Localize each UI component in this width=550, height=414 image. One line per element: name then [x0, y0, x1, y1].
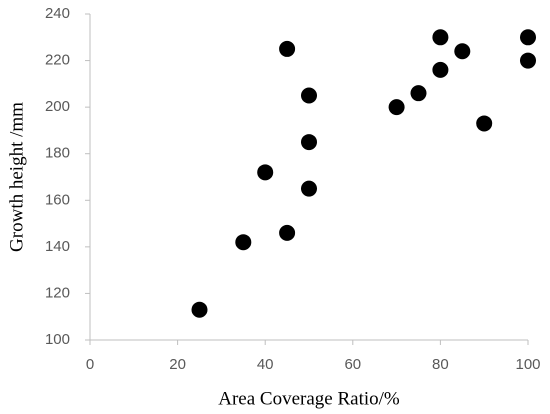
point [301, 180, 317, 197]
y-tick-label: 200 [45, 98, 70, 115]
y-tick-label: 120 [45, 284, 70, 301]
y-axis-title: Growth height /mm [6, 102, 27, 252]
x-tick-label: 100 [515, 356, 540, 373]
point [279, 40, 296, 57]
x-tick-label: 20 [169, 356, 186, 373]
y-tick-label: 100 [45, 331, 70, 348]
point [454, 43, 471, 60]
point [191, 301, 208, 318]
y-tick-label: 180 [45, 145, 70, 162]
point [520, 52, 536, 69]
x-tick-label: 0 [86, 356, 94, 373]
y-tick-label: 220 [45, 52, 70, 69]
point [257, 164, 274, 181]
x-tick-label: 40 [257, 356, 274, 373]
point [432, 29, 449, 46]
y-tick-label: 140 [45, 238, 70, 255]
y-tick-label: 240 [45, 5, 70, 22]
point [432, 61, 449, 78]
y-tick-label: 160 [45, 191, 70, 208]
point [279, 224, 296, 241]
point [235, 234, 252, 251]
point [410, 85, 427, 102]
x-axis-title: Area Coverage Ratio/% [218, 388, 400, 409]
point [301, 134, 317, 151]
point [301, 87, 317, 104]
x-tick-label: 80 [432, 356, 449, 373]
x-tick-label: 60 [344, 356, 361, 373]
point [476, 115, 493, 132]
point [520, 29, 536, 46]
point [388, 99, 405, 116]
